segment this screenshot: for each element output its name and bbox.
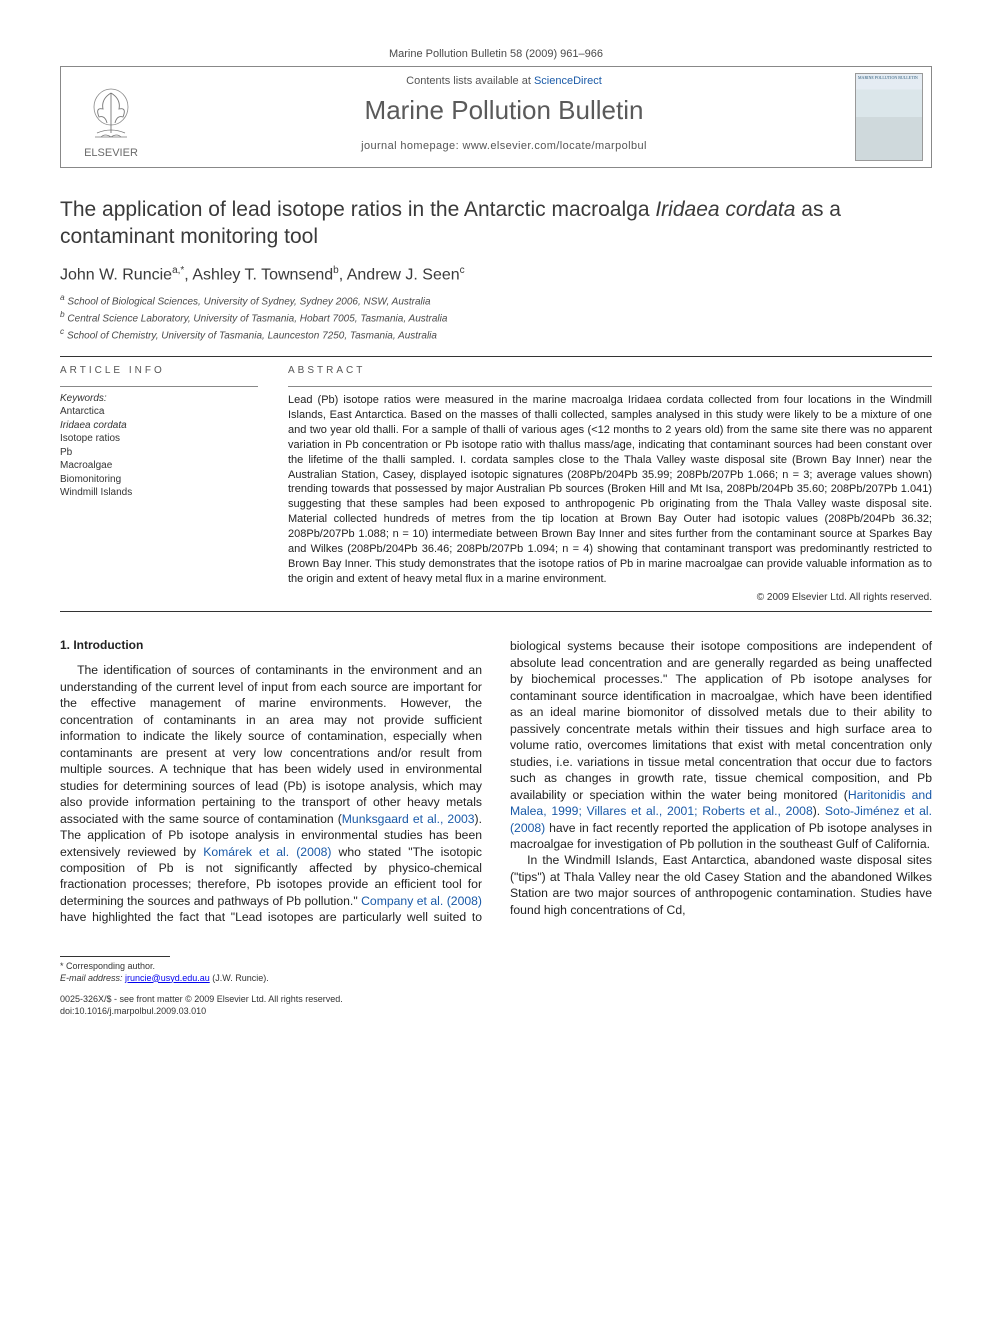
author-3-affil: c (460, 265, 465, 276)
contents-available-line: Contents lists available at ScienceDirec… (171, 75, 837, 87)
keyword-4: Pb (60, 446, 258, 460)
affiliation-b: b Central Science Laboratory, University… (60, 309, 932, 326)
front-matter-line: 0025-326X/$ - see front matter © 2009 El… (60, 994, 932, 1006)
keyword-3: Isotope ratios (60, 432, 258, 446)
abstract-heading: ABSTRACT (288, 365, 932, 376)
affiliations: a School of Biological Sciences, Univers… (60, 292, 932, 342)
journal-homepage-line: journal homepage: www.elsevier.com/locat… (171, 140, 837, 152)
elsevier-tree-icon (81, 85, 141, 145)
keyword-2: Iridaea cordata (60, 419, 258, 433)
rule-top (60, 356, 932, 357)
body-columns: 1. Introduction The identification of so… (60, 638, 932, 926)
publisher-name: ELSEVIER (84, 147, 138, 159)
abstract-block: ABSTRACT Lead (Pb) isotope ratios were m… (288, 365, 932, 603)
rule-bottom (60, 611, 932, 612)
title-part-1: The application of lead isotope ratios i… (60, 198, 655, 221)
corresponding-author-note: * Corresponding author. (60, 961, 932, 973)
article-info-block: ARTICLE INFO Keywords: Antarctica Iridae… (60, 365, 258, 603)
paper-title: The application of lead isotope ratios i… (60, 196, 932, 251)
author-3: Andrew J. Seen (347, 266, 460, 283)
doi-line: doi:10.1016/j.marpolbul.2009.03.010 (60, 1006, 932, 1018)
journal-header: ELSEVIER Contents lists available at Sci… (60, 66, 932, 168)
citation-komarek-2008[interactable]: Komárek et al. (2008) (203, 845, 331, 859)
journal-reference: Marine Pollution Bulletin 58 (2009) 961–… (60, 48, 932, 60)
corresponding-email-link[interactable]: jruncie@usyd.edu.au (125, 973, 210, 983)
section-1-heading: 1. Introduction (60, 638, 482, 652)
affiliation-c: c School of Chemistry, University of Tas… (60, 326, 932, 343)
keyword-5: Macroalgae (60, 459, 258, 473)
email-line: E-mail address: jruncie@usyd.edu.au (J.W… (60, 973, 932, 985)
keyword-1: Antarctica (60, 405, 258, 419)
author-2-affil: b (333, 265, 339, 276)
keywords-list: Antarctica Iridaea cordata Isotope ratio… (60, 405, 258, 500)
footnote-rule (60, 956, 170, 957)
cover-image: MARINE POLLUTION BULLETIN (855, 73, 923, 161)
contents-prefix: Contents lists available at (406, 75, 534, 87)
abstract-copyright: © 2009 Elsevier Ltd. All rights reserved… (288, 592, 932, 603)
authors-line: John W. Runciea,*, Ashley T. Townsendb, … (60, 265, 932, 284)
sciencedirect-link[interactable]: ScienceDirect (534, 75, 602, 87)
abstract-text: Lead (Pb) isotope ratios were measured i… (288, 393, 932, 586)
publisher-logo: ELSEVIER (61, 67, 161, 167)
article-info-rule (60, 386, 258, 387)
journal-title: Marine Pollution Bulletin (171, 95, 837, 126)
keyword-6: Biomonitoring (60, 473, 258, 487)
title-species-italic: Iridaea cordata (655, 198, 795, 221)
intro-paragraph-2: In the Windmill Islands, East Antarctica… (510, 852, 932, 918)
email-label: E-mail address: (60, 973, 123, 983)
author-1-affil: a,* (172, 265, 184, 276)
journal-cover-thumbnail: MARINE POLLUTION BULLETIN (847, 67, 931, 167)
abstract-rule (288, 386, 932, 387)
header-center: Contents lists available at ScienceDirec… (161, 67, 847, 167)
email-attribution: (J.W. Runcie). (212, 973, 269, 983)
footer-copyright: 0025-326X/$ - see front matter © 2009 El… (60, 994, 932, 1017)
keyword-7: Windmill Islands (60, 486, 258, 500)
author-2: Ashley T. Townsend (192, 266, 333, 283)
affiliation-a: a School of Biological Sciences, Univers… (60, 292, 932, 309)
citation-munksgaard-2003[interactable]: Munksgaard et al., 2003 (342, 812, 475, 826)
author-1: John W. Runcie (60, 266, 172, 283)
citation-company-2008[interactable]: Company et al. (2008) (361, 894, 482, 908)
footer-block: * Corresponding author. E-mail address: … (60, 956, 932, 1018)
cover-caption: MARINE POLLUTION BULLETIN (858, 76, 920, 80)
keywords-label: Keywords: (60, 393, 258, 404)
article-info-heading: ARTICLE INFO (60, 365, 258, 376)
